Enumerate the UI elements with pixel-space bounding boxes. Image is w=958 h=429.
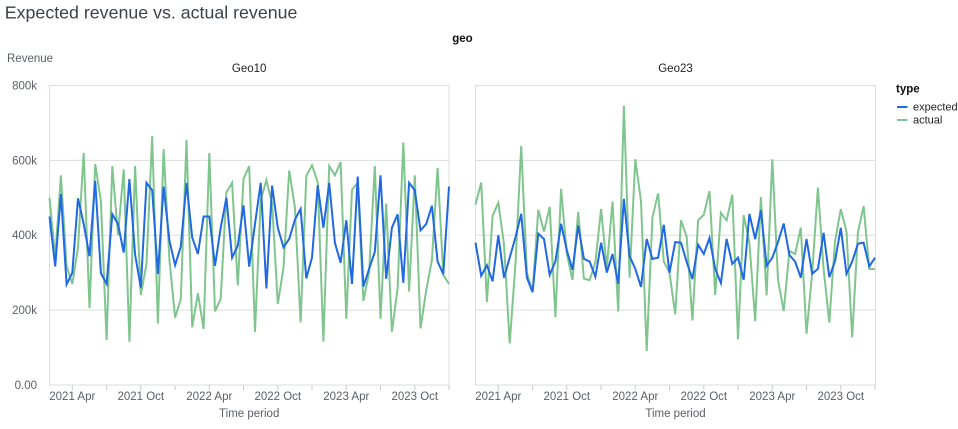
svg-text:2022 Oct: 2022 Oct [680, 391, 727, 403]
svg-text:Revenue: Revenue [7, 53, 53, 65]
svg-text:expected: expected [913, 102, 958, 114]
svg-text:2023 Apr: 2023 Apr [323, 391, 369, 403]
svg-text:2022 Apr: 2022 Apr [186, 391, 232, 403]
svg-text:2023 Oct: 2023 Oct [817, 391, 864, 403]
svg-text:2022 Apr: 2022 Apr [612, 391, 658, 403]
svg-text:2022 Oct: 2022 Oct [254, 391, 301, 403]
svg-text:Time period: Time period [645, 408, 705, 420]
svg-text:400k: 400k [12, 230, 37, 242]
svg-text:Geo10: Geo10 [232, 63, 267, 75]
svg-text:200k: 200k [12, 305, 37, 317]
svg-text:actual: actual [913, 115, 942, 127]
svg-text:geo: geo [452, 33, 472, 45]
svg-text:2021 Oct: 2021 Oct [117, 391, 164, 403]
svg-text:2023 Oct: 2023 Oct [391, 391, 438, 403]
svg-text:0.00: 0.00 [15, 380, 37, 392]
svg-text:Geo23: Geo23 [658, 63, 693, 75]
svg-text:Time period: Time period [219, 408, 279, 420]
svg-text:600k: 600k [12, 155, 37, 167]
svg-text:2021 Oct: 2021 Oct [543, 391, 590, 403]
svg-text:800k: 800k [12, 81, 37, 93]
svg-text:2021 Apr: 2021 Apr [49, 391, 95, 403]
svg-text:2023 Apr: 2023 Apr [749, 391, 795, 403]
svg-text:Expected revenue vs. actual re: Expected revenue vs. actual revenue [5, 2, 298, 22]
svg-text:type: type [896, 84, 920, 96]
svg-text:2021 Apr: 2021 Apr [475, 391, 521, 403]
